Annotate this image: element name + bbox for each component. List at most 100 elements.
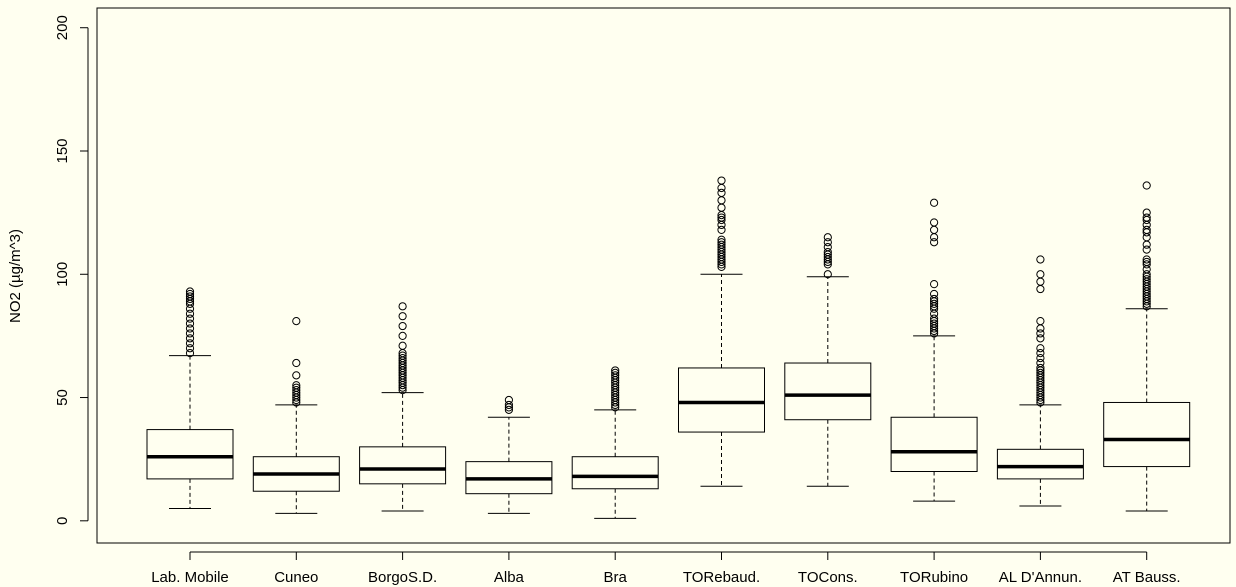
outlier-point: [1036, 334, 1045, 343]
box-4: [571, 366, 659, 519]
box-7: [890, 198, 978, 502]
outlier-point: [185, 292, 195, 301]
outlier-point: [292, 386, 301, 395]
iqr-box: [678, 367, 765, 433]
outlier-point: [1142, 255, 1151, 264]
outlier-point: [1036, 317, 1045, 326]
outlier-point: [398, 341, 407, 350]
outlier-point: [185, 339, 195, 348]
outlier-point: [1036, 363, 1045, 373]
outlier-point: [1036, 344, 1045, 353]
outlier-point: [398, 353, 407, 363]
y-tick-label: 150: [54, 138, 71, 163]
y-tick-label: 0: [54, 517, 71, 525]
x-tick-label: AL D'Annun.: [999, 569, 1082, 586]
outlier-point: [823, 238, 832, 247]
outlier-point: [1142, 213, 1151, 222]
outlier-point: [292, 381, 301, 390]
outlier-point: [292, 358, 301, 368]
outlier-point: [930, 218, 939, 227]
x-tick-label: Alba: [494, 569, 525, 586]
outlier-point: [292, 383, 301, 392]
outlier-point: [1036, 349, 1045, 358]
outlier-point: [398, 302, 407, 311]
y-axis: 0 50 100 150 200: [54, 15, 89, 525]
outlier-point: [185, 329, 195, 338]
outlier-point: [823, 252, 832, 262]
outlier-point: [930, 238, 939, 247]
iqr-box: [890, 416, 978, 473]
outlier-point: [1036, 270, 1045, 279]
outlier-point: [1142, 225, 1151, 234]
outlier-point: [717, 235, 726, 244]
outlier-point: [1142, 275, 1151, 284]
outlier-point: [930, 294, 939, 304]
outlier-point: [1142, 181, 1151, 190]
outlier-point: [930, 198, 939, 207]
outlier-point: [1142, 208, 1151, 217]
x-tick-label: Bra: [604, 569, 628, 586]
x-tick-label: TORubino: [900, 569, 968, 586]
x-tick-label: AT Bauss.: [1113, 569, 1181, 586]
iqr-box: [784, 362, 872, 421]
outlier-point: [398, 312, 407, 321]
outlier-point: [1142, 260, 1151, 269]
outlier-point: [1036, 368, 1045, 377]
box-8: [996, 255, 1084, 507]
outlier-point: [717, 240, 726, 249]
outlier-point: [185, 309, 195, 318]
outlier-point: [930, 280, 939, 289]
outlier-point: [823, 243, 832, 252]
outlier-point: [717, 213, 726, 222]
box-6: [784, 233, 872, 487]
outlier-point: [611, 366, 620, 375]
outlier-point: [1036, 358, 1045, 368]
box-3: [465, 395, 553, 514]
outlier-point: [717, 238, 726, 247]
outlier-point: [504, 405, 513, 414]
outlier-point: [1036, 353, 1045, 363]
outlier-point: [717, 215, 726, 225]
outlier-point: [185, 344, 195, 353]
outlier-point: [823, 247, 832, 257]
x-tick-label: Cuneo: [274, 569, 318, 586]
outlier-point: [185, 287, 195, 296]
outlier-point: [1142, 270, 1151, 279]
outlier-point: [930, 319, 939, 328]
outlier-point: [611, 368, 620, 377]
outlier-point: [930, 314, 939, 323]
iqr-box: [146, 429, 234, 480]
outlier-point: [504, 395, 513, 405]
outlier-point: [1142, 245, 1151, 254]
outlier-point: [292, 317, 301, 326]
outlier-point: [1142, 257, 1151, 267]
outlier-point: [1036, 255, 1045, 264]
box-2: [359, 302, 447, 512]
x-tick-label: BorgoS.D.: [368, 569, 437, 586]
outlier-point: [823, 233, 832, 242]
x-tick-label: TOCons.: [798, 569, 858, 586]
x-tick-label: Lab. Mobile: [151, 569, 229, 586]
outlier-point: [185, 324, 195, 333]
plot-frame: [96, 7, 1231, 544]
outlier-point: [185, 314, 195, 323]
outlier-point: [717, 188, 726, 198]
outlier-point: [504, 400, 513, 410]
outlier-point: [1036, 329, 1045, 338]
outlier-point: [611, 371, 620, 380]
outlier-point: [930, 299, 939, 308]
iqr-box: [571, 456, 659, 490]
y-axis-title: NO2 (µg/m^3): [7, 229, 24, 323]
outlier-point: [185, 289, 195, 299]
outlier-point: [398, 331, 407, 341]
outlier-point: [292, 371, 301, 380]
outlier-point: [717, 225, 726, 234]
outlier-point: [930, 289, 939, 299]
box-0: [146, 287, 234, 509]
outlier-point: [185, 334, 195, 343]
boxes-group: [146, 176, 1191, 519]
outlier-point: [823, 270, 832, 279]
y-tick-label: 100: [54, 262, 71, 287]
